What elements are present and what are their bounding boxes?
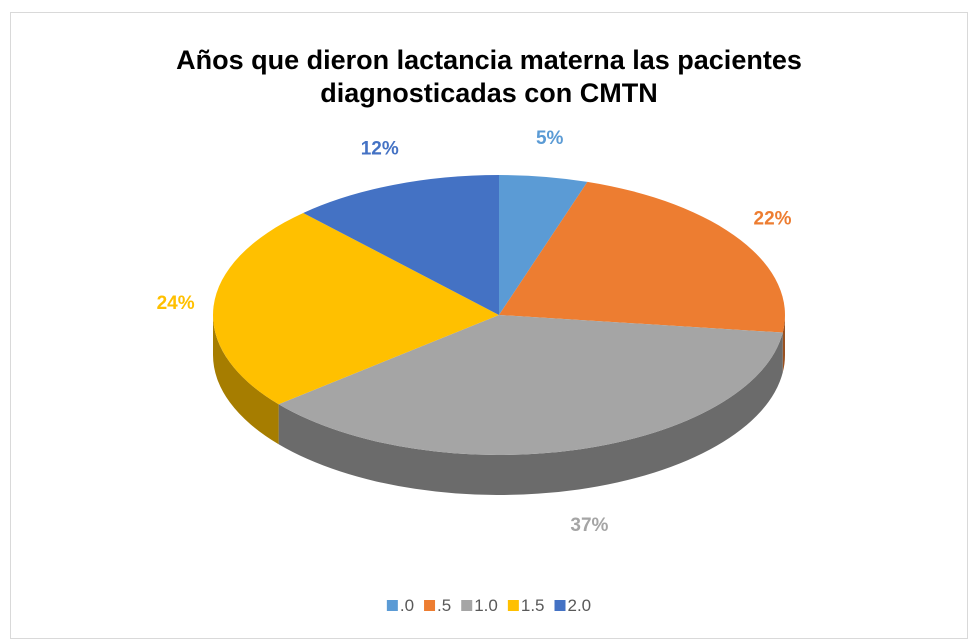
legend-label: .0: [400, 596, 414, 615]
data-label: 22%: [754, 209, 792, 230]
legend-label: .5: [437, 596, 451, 615]
chart-title: Años que dieron lactancia materna las pa…: [176, 45, 802, 108]
legend-marker: [386, 600, 398, 611]
slice-side: [278, 332, 783, 495]
legend-marker: [424, 600, 436, 611]
legend-label: 2.0: [568, 596, 592, 615]
data-label: 5%: [536, 128, 564, 149]
slice-side: [782, 315, 786, 373]
slice: [499, 181, 786, 333]
legend: .0 .5 1.0 1.5 2.0: [386, 596, 592, 615]
legend-label: 1.0: [474, 596, 498, 615]
slice-side: [213, 315, 279, 445]
slice: [499, 175, 588, 315]
legend-marker: [554, 600, 566, 611]
legend-marker: [507, 600, 519, 611]
slice: [278, 315, 783, 456]
data-label: 37%: [570, 515, 608, 536]
legend-marker: [461, 600, 473, 611]
data-label: 24%: [157, 293, 195, 314]
slice: [212, 212, 499, 405]
data-label: 12%: [361, 139, 399, 160]
legend-label: 1.5: [521, 596, 545, 615]
slice: [303, 175, 499, 315]
